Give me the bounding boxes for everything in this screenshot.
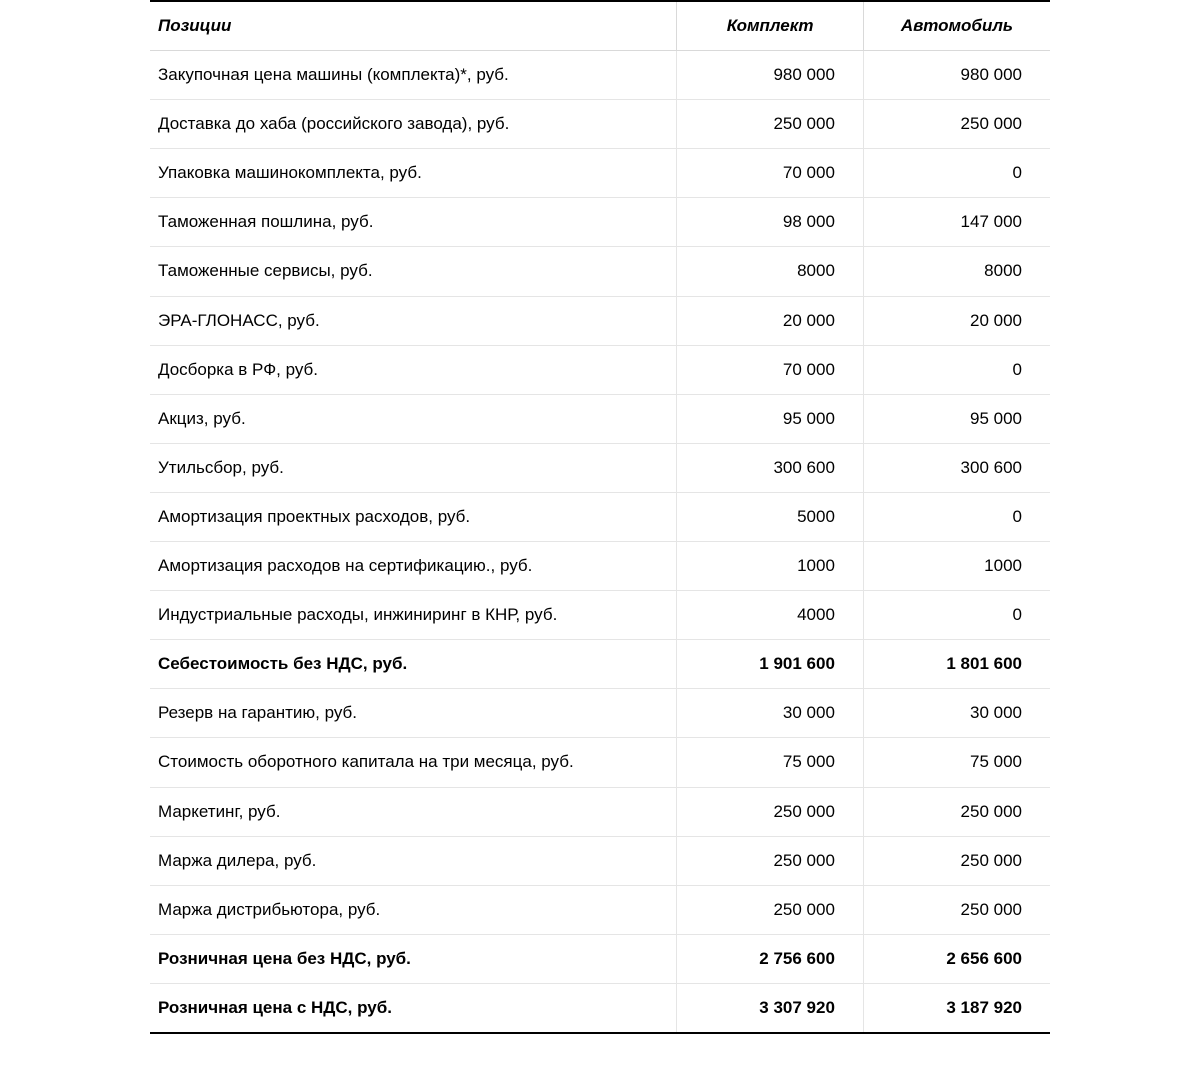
cell-kit: 2 756 600: [677, 934, 864, 983]
table-row: Маржа дистрибьютора, руб.250 000250 000: [150, 885, 1050, 934]
cell-kit: 75 000: [677, 738, 864, 787]
cell-position: Закупочная цена машины (комплекта)*, руб…: [150, 51, 677, 100]
table-row: Досборка в РФ, руб.70 0000: [150, 345, 1050, 394]
table-row: Утильсбор, руб.300 600300 600: [150, 443, 1050, 492]
cell-kit: 980 000: [677, 51, 864, 100]
table-row: Акциз, руб.95 00095 000: [150, 394, 1050, 443]
cell-position: Доставка до хаба (российского завода), р…: [150, 100, 677, 149]
table-row: Маржа дилера, руб.250 000250 000: [150, 836, 1050, 885]
cell-kit: 250 000: [677, 100, 864, 149]
table-header: Позиции Комплект Автомобиль: [150, 1, 1050, 51]
cell-car: 250 000: [863, 787, 1050, 836]
cell-car: 250 000: [863, 885, 1050, 934]
cell-car: 0: [863, 149, 1050, 198]
cell-car: 300 600: [863, 443, 1050, 492]
table-row: Амортизация проектных расходов, руб.5000…: [150, 492, 1050, 541]
table-row: Резерв на гарантию, руб.30 00030 000: [150, 689, 1050, 738]
cell-kit: 8000: [677, 247, 864, 296]
table-row: Розничная цена без НДС, руб.2 756 6002 6…: [150, 934, 1050, 983]
table-row: ЭРА-ГЛОНАСС, руб.20 00020 000: [150, 296, 1050, 345]
cell-car: 147 000: [863, 198, 1050, 247]
cell-kit: 3 307 920: [677, 983, 864, 1033]
cell-position: Таможенная пошлина, руб.: [150, 198, 677, 247]
table-row: Амортизация расходов на сертификацию., р…: [150, 542, 1050, 591]
cell-kit: 250 000: [677, 787, 864, 836]
table-body: Закупочная цена машины (комплекта)*, руб…: [150, 51, 1050, 1033]
cell-car: 2 656 600: [863, 934, 1050, 983]
cell-car: 0: [863, 492, 1050, 541]
table-row: Стоимость оборотного капитала на три мес…: [150, 738, 1050, 787]
cell-car: 1000: [863, 542, 1050, 591]
pricing-table: Позиции Комплект Автомобиль Закупочная ц…: [150, 0, 1050, 1034]
table-row: Закупочная цена машины (комплекта)*, руб…: [150, 51, 1050, 100]
cell-position: Маркетинг, руб.: [150, 787, 677, 836]
cell-car: 95 000: [863, 394, 1050, 443]
col-header-positions: Позиции: [150, 1, 677, 51]
table-row: Упаковка машинокомплекта, руб.70 0000: [150, 149, 1050, 198]
cell-car: 75 000: [863, 738, 1050, 787]
table-row: Таможенные сервисы, руб.80008000: [150, 247, 1050, 296]
cell-position: Резерв на гарантию, руб.: [150, 689, 677, 738]
cell-position: Досборка в РФ, руб.: [150, 345, 677, 394]
cell-kit: 250 000: [677, 885, 864, 934]
cell-position: Розничная цена без НДС, руб.: [150, 934, 677, 983]
cell-car: 980 000: [863, 51, 1050, 100]
cell-car: 1 801 600: [863, 640, 1050, 689]
cell-kit: 250 000: [677, 836, 864, 885]
table-row: Себестоимость без НДС, руб.1 901 6001 80…: [150, 640, 1050, 689]
cell-kit: 5000: [677, 492, 864, 541]
cell-position: Утильсбор, руб.: [150, 443, 677, 492]
cell-position: Акциз, руб.: [150, 394, 677, 443]
cell-car: 0: [863, 591, 1050, 640]
cell-position: Маржа дилера, руб.: [150, 836, 677, 885]
cell-car: 250 000: [863, 836, 1050, 885]
cell-position: ЭРА-ГЛОНАСС, руб.: [150, 296, 677, 345]
cell-car: 0: [863, 345, 1050, 394]
cell-position: Маржа дистрибьютора, руб.: [150, 885, 677, 934]
cell-kit: 4000: [677, 591, 864, 640]
cell-kit: 30 000: [677, 689, 864, 738]
col-header-kit: Комплект: [677, 1, 864, 51]
table-container: Позиции Комплект Автомобиль Закупочная ц…: [0, 0, 1200, 1074]
cell-kit: 70 000: [677, 345, 864, 394]
col-header-car: Автомобиль: [863, 1, 1050, 51]
table-row: Индустриальные расходы, инжиниринг в КНР…: [150, 591, 1050, 640]
table-row: Таможенная пошлина, руб.98 000147 000: [150, 198, 1050, 247]
cell-position: Розничная цена с НДС, руб.: [150, 983, 677, 1033]
table-row: Маркетинг, руб.250 000250 000: [150, 787, 1050, 836]
cell-car: 8000: [863, 247, 1050, 296]
cell-kit: 70 000: [677, 149, 864, 198]
cell-kit: 1000: [677, 542, 864, 591]
cell-kit: 95 000: [677, 394, 864, 443]
cell-position: Амортизация расходов на сертификацию., р…: [150, 542, 677, 591]
cell-position: Индустриальные расходы, инжиниринг в КНР…: [150, 591, 677, 640]
cell-position: Таможенные сервисы, руб.: [150, 247, 677, 296]
table-row: Розничная цена с НДС, руб.3 307 9203 187…: [150, 983, 1050, 1033]
cell-position: Себестоимость без НДС, руб.: [150, 640, 677, 689]
cell-kit: 20 000: [677, 296, 864, 345]
cell-position: Упаковка машинокомплекта, руб.: [150, 149, 677, 198]
cell-car: 3 187 920: [863, 983, 1050, 1033]
cell-kit: 300 600: [677, 443, 864, 492]
table-row: Доставка до хаба (российского завода), р…: [150, 100, 1050, 149]
cell-kit: 98 000: [677, 198, 864, 247]
cell-kit: 1 901 600: [677, 640, 864, 689]
cell-car: 250 000: [863, 100, 1050, 149]
cell-car: 20 000: [863, 296, 1050, 345]
cell-position: Стоимость оборотного капитала на три мес…: [150, 738, 677, 787]
cell-car: 30 000: [863, 689, 1050, 738]
cell-position: Амортизация проектных расходов, руб.: [150, 492, 677, 541]
